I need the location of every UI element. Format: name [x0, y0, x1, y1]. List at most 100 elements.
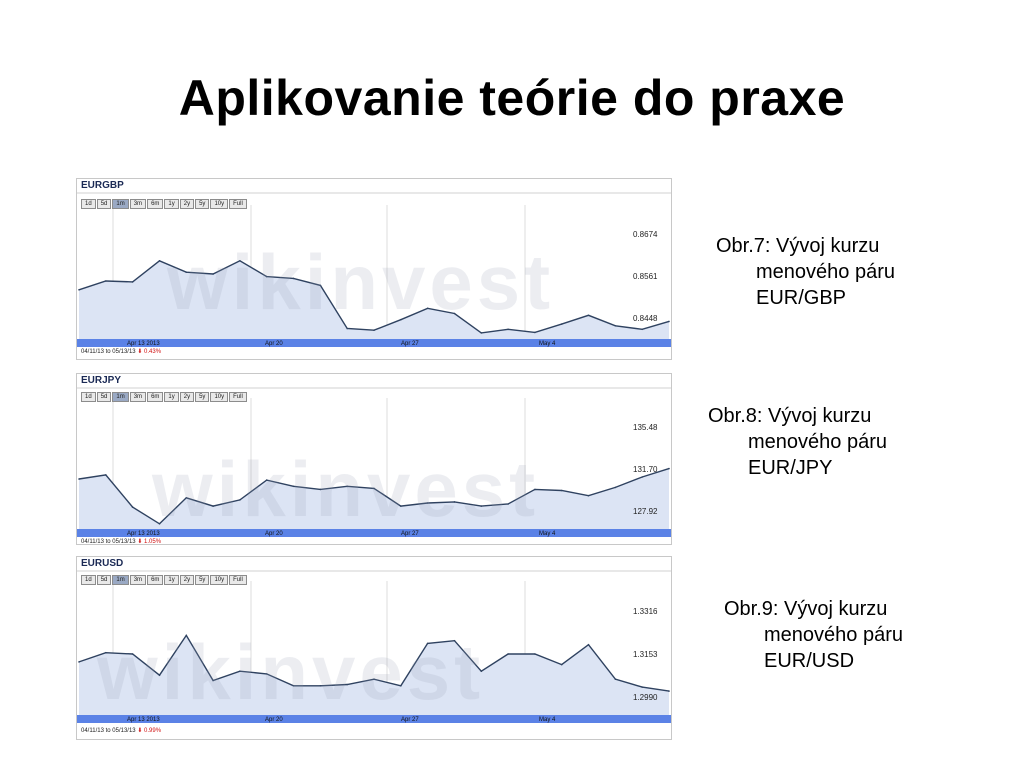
data-point	[265, 673, 268, 675]
data-point	[105, 474, 107, 476]
range-button-3m[interactable]: 3m	[129, 392, 147, 402]
data-point	[319, 284, 322, 287]
data-point	[507, 503, 509, 505]
caption-continuation: EUR/JPY	[748, 457, 833, 479]
y-tick-label: 1.3153	[633, 650, 658, 659]
range-button-1m[interactable]: 1m	[112, 575, 129, 585]
x-tick-label: Apr 20	[265, 531, 283, 537]
range-buttons: 1d 5d 1m 3m 6m 1y 2y 5y 10y Full	[81, 199, 247, 209]
data-point	[587, 314, 590, 317]
chart-eurjpy: 135.48 131.70 127.92 Apr 13 2013 Apr 20 Apr 2…	[77, 387, 671, 537]
x-tick-label: Apr 20	[265, 341, 283, 347]
data-point	[158, 523, 161, 525]
data-point	[641, 476, 643, 478]
range-button-5y[interactable]: 5y	[195, 199, 210, 209]
chart-footer: 04/11/13 to 05/13/13 ⬇ 0.43%	[81, 348, 161, 355]
range-button-1d[interactable]: 1d	[81, 392, 96, 402]
range-button-1d[interactable]: 1d	[81, 575, 96, 585]
x-tick-label: Apr 13 2013	[127, 717, 160, 723]
watermark: wikinvest	[97, 628, 485, 716]
range-button-6m[interactable]: 6m	[147, 392, 164, 402]
data-point	[534, 331, 536, 334]
watermark: wikinvest	[167, 238, 555, 326]
data-point	[373, 329, 375, 331]
range-button-full[interactable]: Full	[229, 575, 247, 585]
data-point	[453, 639, 456, 642]
data-point	[534, 488, 536, 491]
range-button-6m[interactable]: 6m	[147, 199, 164, 209]
caption-continuation: menového páru	[748, 431, 887, 453]
range-button-2y[interactable]: 2y	[179, 199, 195, 209]
down-arrow-icon: ⬇	[137, 539, 143, 545]
range-button-5y[interactable]: 5y	[195, 575, 210, 585]
footer-range-end: 05/13/13	[112, 539, 136, 545]
footer-to: to	[105, 349, 111, 355]
range-button-1y[interactable]: 1y	[164, 575, 179, 585]
data-point	[239, 670, 241, 672]
data-point	[105, 280, 107, 282]
data-point	[400, 505, 402, 507]
range-button-10y[interactable]: 10y	[210, 392, 229, 402]
range-button-3m[interactable]: 3m	[129, 199, 147, 209]
slide-title: Aplikovanie teórie do praxe	[178, 70, 846, 126]
x-axis-bar	[77, 339, 671, 347]
data-point	[534, 653, 536, 655]
range-buttons: 1d 5d 1m 3m 6m 1y 2y 5y 10y Full	[81, 392, 247, 402]
chart-panel-eurusd: 1.3316 1.3153 1.2990 Apr 13 2013 Apr 20 Apr 2…	[76, 556, 672, 740]
range-button-6m[interactable]: 6m	[147, 575, 164, 585]
data-point	[614, 325, 617, 327]
data-point	[614, 486, 617, 489]
x-tick-label: Apr 27	[401, 341, 419, 347]
range-button-1m[interactable]: 1m	[112, 392, 129, 402]
data-point	[158, 674, 161, 676]
caption-label: Obr.8: Vývoj kurzu	[708, 405, 872, 427]
data-point	[185, 271, 188, 273]
range-button-3m[interactable]: 3m	[129, 575, 147, 585]
data-point	[346, 485, 349, 488]
footer-range-start: 04/11/13	[81, 349, 104, 355]
range-button-10y[interactable]: 10y	[210, 199, 229, 209]
x-tick-label: Apr 20	[265, 717, 283, 723]
down-arrow-icon: ⬇	[137, 728, 143, 734]
range-button-1y[interactable]: 1y	[164, 392, 179, 402]
series-area	[79, 635, 669, 715]
range-button-5d[interactable]: 5d	[96, 199, 112, 209]
range-button-5d[interactable]: 5d	[96, 575, 112, 585]
data-point	[319, 685, 322, 687]
range-button-full[interactable]: Full	[229, 392, 247, 402]
watermark: wikinvest	[152, 445, 540, 533]
range-button-10y[interactable]: 10y	[210, 575, 229, 585]
caption-continuation: menového páru	[756, 261, 895, 283]
data-point	[292, 685, 295, 687]
data-point	[78, 289, 80, 291]
data-point	[560, 323, 563, 325]
footer-change: 1.05%	[144, 539, 162, 545]
x-tick-label: May 4	[539, 717, 556, 723]
data-point	[212, 679, 214, 682]
data-point	[587, 643, 590, 646]
range-button-full[interactable]: Full	[229, 199, 247, 209]
footer-range-end: 05/13/13	[112, 349, 136, 355]
data-point	[265, 479, 268, 481]
range-buttons: 1d 5d 1m 3m 6m 1y 2y 5y 10y Full	[81, 575, 247, 585]
data-point	[78, 478, 80, 480]
data-point	[400, 318, 402, 321]
range-button-2y[interactable]: 2y	[179, 575, 195, 585]
range-button-1m[interactable]: 1m	[112, 199, 129, 209]
range-button-1y[interactable]: 1y	[164, 199, 179, 209]
data-point	[587, 494, 590, 497]
range-button-5y[interactable]: 5y	[195, 392, 210, 402]
data-point	[265, 275, 268, 278]
x-tick-label: Apr 13 2013	[127, 341, 160, 347]
chart-panel-eurgbp: 0.8674 0.8561 0.8448 Apr 13 2013 Apr 20 Apr 2…	[76, 178, 672, 360]
series-area	[79, 260, 669, 339]
range-button-1d[interactable]: 1d	[81, 199, 96, 209]
y-tick-label: 0.8674	[633, 230, 658, 239]
footer-range-end: 05/13/13	[112, 728, 136, 734]
range-button-2y[interactable]: 2y	[179, 392, 195, 402]
range-button-5d[interactable]: 5d	[96, 392, 112, 402]
data-point	[426, 642, 429, 645]
data-point	[507, 653, 509, 655]
y-tick-label: 127.92	[633, 507, 658, 516]
data-point	[239, 260, 241, 262]
